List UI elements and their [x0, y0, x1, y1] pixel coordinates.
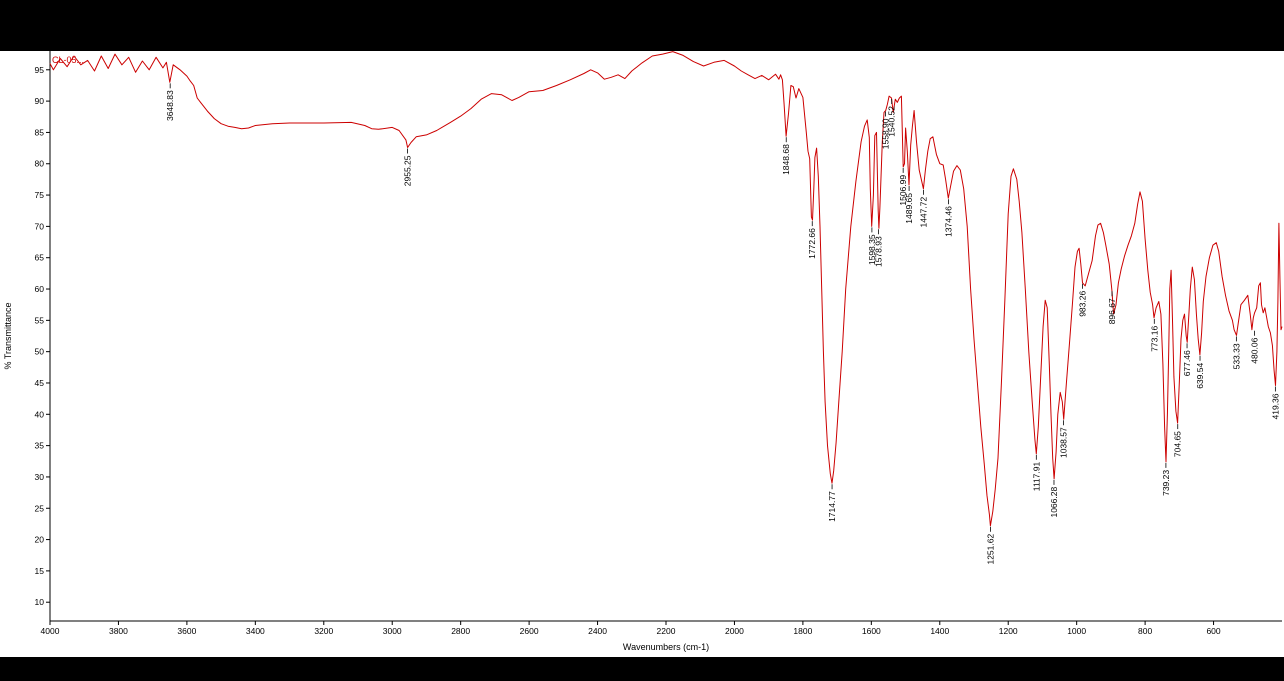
peak-label: 983.26: [1077, 291, 1087, 317]
peak-label: 896.67: [1107, 298, 1117, 324]
peak-label: 1598.35: [867, 234, 877, 265]
x-tick-label: 4000: [41, 626, 60, 636]
x-tick-label: 800: [1138, 626, 1152, 636]
y-tick-label: 50: [35, 347, 45, 357]
spectrum-line: [49, 51, 1283, 527]
peak-label: 1714.77: [827, 491, 837, 522]
peak-label: 1540.52: [887, 106, 897, 137]
ir-spectrum-chart: 4000 3800 3600 3400 3200 3000 2800 2600 2400 2200…: [3, 51, 1283, 652]
y-tick-label: 20: [35, 535, 45, 545]
x-tick-label: 2000: [725, 626, 744, 636]
x-tick-label: 1000: [1067, 626, 1086, 636]
x-tick-label: 600: [1206, 626, 1220, 636]
peak-label: 1447.72: [918, 197, 928, 228]
x-tick-label: 1600: [862, 626, 881, 636]
y-tick-label: 25: [35, 503, 45, 513]
peak-label: 480.06: [1250, 337, 1260, 363]
y-tick-label: 30: [35, 472, 45, 482]
peak-label: 1066.28: [1049, 487, 1059, 518]
x-tick-label: 2400: [588, 626, 607, 636]
y-tick-label: 15: [35, 566, 45, 576]
y-tick-label: 65: [35, 253, 45, 263]
peak-label: 1772.66: [807, 228, 817, 259]
y-tick-label: 70: [35, 221, 45, 231]
peak-label: 1251.62: [986, 534, 996, 565]
y-tick-label: 80: [35, 159, 45, 169]
x-tick-label: 3000: [383, 626, 402, 636]
x-tick-label: 3600: [177, 626, 196, 636]
peak-label: 639.54: [1195, 363, 1205, 389]
y-tick-label: 95: [35, 65, 45, 75]
y-tick-label: 40: [35, 409, 45, 419]
y-tick-label: 35: [35, 441, 45, 451]
peak-label: 1506.99: [898, 175, 908, 206]
x-tick-label: 2200: [657, 626, 676, 636]
peak-label: 739.23: [1161, 470, 1171, 496]
peak-label: 704.65: [1173, 431, 1183, 457]
y-tick-label: 55: [35, 315, 45, 325]
peak-label: 419.36: [1270, 393, 1280, 419]
x-tick-label: 1800: [793, 626, 812, 636]
peak-label: 1374.46: [944, 206, 954, 237]
x-tick-label: 1400: [930, 626, 949, 636]
peak-label: 2955.25: [403, 155, 413, 186]
y-axis-title: % Transmittance: [3, 302, 13, 369]
x-tick-label: 1200: [999, 626, 1018, 636]
sample-label: CL-05...: [52, 55, 84, 65]
x-tick-label: 3800: [109, 626, 128, 636]
peak-label: 1558.90: [880, 118, 890, 149]
peak-label: 773.16: [1149, 326, 1159, 352]
peak-label: 677.46: [1182, 350, 1192, 376]
y-tick-label: 10: [35, 597, 45, 607]
x-tick-label: 3400: [246, 626, 265, 636]
y-tick-label: 45: [35, 378, 45, 388]
peak-label: 1489.65: [904, 193, 914, 224]
peak-label: 1038.57: [1059, 427, 1069, 458]
peak-label: 1578.93: [874, 236, 884, 267]
x-tick-label: 2600: [520, 626, 539, 636]
y-tick-label: 60: [35, 284, 45, 294]
peak-label: 533.33: [1231, 343, 1241, 369]
x-tick-label: 2800: [451, 626, 470, 636]
plot-panel: 4000 3800 3600 3400 3200 3000 2800 2600 2400 2200…: [0, 51, 1284, 657]
peak-label: 3648.83: [165, 90, 175, 121]
y-tick-label: 90: [35, 96, 45, 106]
y-tick-label: 85: [35, 127, 45, 137]
x-axis-title: Wavenumbers (cm-1): [623, 642, 709, 652]
x-tick-label: 3200: [314, 626, 333, 636]
peak-label: 1848.68: [781, 144, 791, 175]
peak-label: 1117.91: [1031, 462, 1041, 492]
y-tick-label: 75: [35, 190, 45, 200]
